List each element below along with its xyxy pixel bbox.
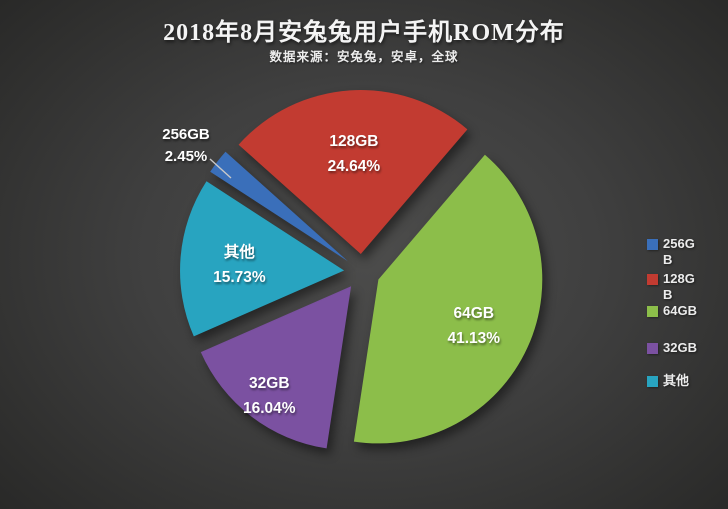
legend-label-32gb: 32GB xyxy=(663,340,697,355)
pie-slice-64gb xyxy=(353,154,543,444)
outside-label-name: 256GB xyxy=(162,126,210,143)
outside-label-pct: 2.45% xyxy=(164,148,208,165)
slice-label-pct-128gb: 24.64% xyxy=(328,158,381,175)
legend-item-256gb: 256GB xyxy=(647,236,725,268)
legend-label-64gb: 64GB xyxy=(663,303,697,318)
legend-swatch-128gb xyxy=(647,274,658,285)
chart-title: 2018年8月安兔兔用户手机ROM分布 xyxy=(163,20,565,46)
legend-label-other: 其他 xyxy=(663,373,690,388)
slice-label-pct-其他: 15.73% xyxy=(213,269,266,286)
legend-item-128gb: 128GB xyxy=(647,271,725,303)
legend-item-other: 其他 xyxy=(647,373,725,389)
outside-label-256gb: 256GB 2.45% xyxy=(152,124,220,168)
legend-swatch-other xyxy=(647,376,658,387)
slice-label-name-其他: 其他 xyxy=(224,242,256,261)
pie-slice-32gb xyxy=(200,286,352,449)
slice-label-name-64gb: 64GB xyxy=(454,305,495,322)
slice-label-name-32gb: 32GB xyxy=(249,375,290,392)
legend-label-256gb: 256GB xyxy=(663,236,695,267)
pie-slice-256gb xyxy=(210,151,348,262)
pie-slice-128gb xyxy=(238,90,468,254)
legend-swatch-64gb xyxy=(647,306,658,317)
slice-label-pct-64gb: 41.13% xyxy=(448,330,501,347)
legend-swatch-256gb xyxy=(647,239,658,250)
chart-subtitle: 数据来源：安兔兔，安卓，全球 xyxy=(269,50,459,64)
legend-swatch-32gb xyxy=(647,343,658,354)
legend-label-128gb: 128GB xyxy=(663,271,695,302)
legend-item-32gb: 32GB xyxy=(647,340,725,356)
pie-slice-其他 xyxy=(180,181,345,337)
slice-label-name-128gb: 128GB xyxy=(329,133,378,150)
leader-line-256gb xyxy=(209,158,232,179)
legend: 256GB 128GB 64GB 32GB 其他 xyxy=(647,236,725,389)
slice-label-pct-32gb: 16.04% xyxy=(243,400,296,417)
legend-item-64gb: 64GB xyxy=(647,303,725,319)
